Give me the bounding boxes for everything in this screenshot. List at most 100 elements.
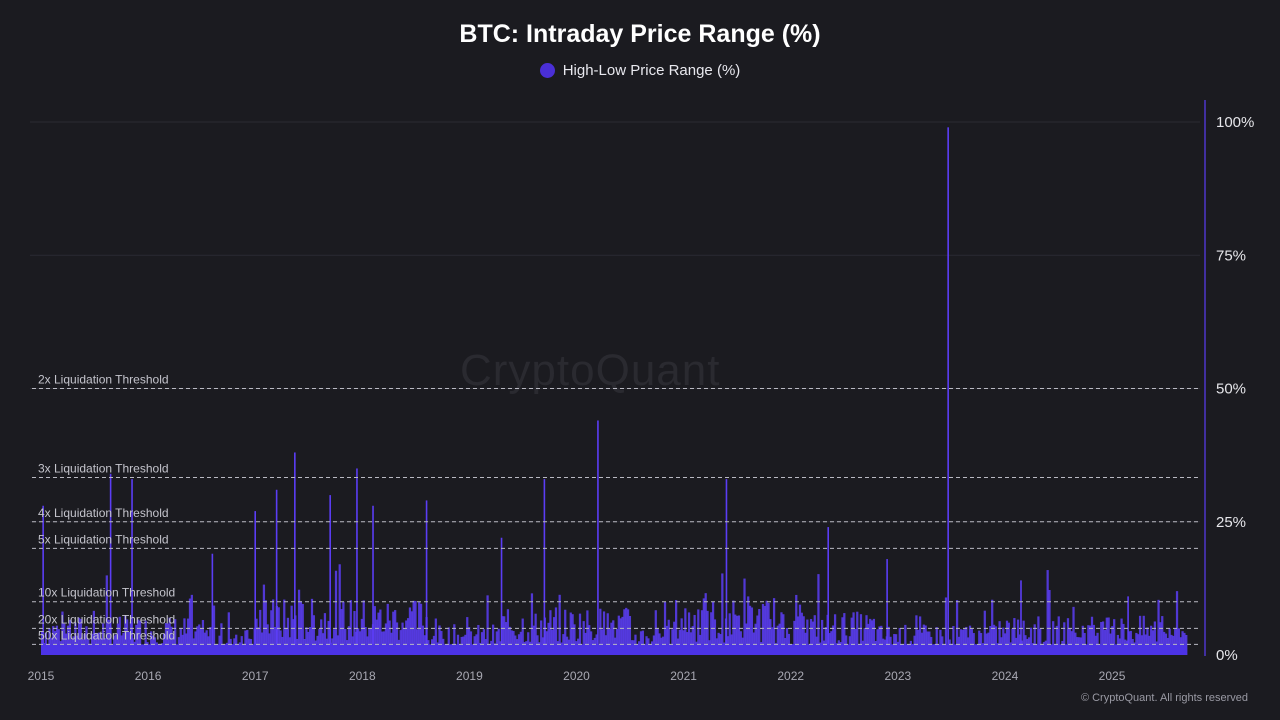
data-bar — [1002, 627, 1005, 655]
data-bar — [785, 628, 789, 655]
data-bar — [767, 602, 770, 655]
data-bar — [852, 612, 855, 655]
peak-bar — [356, 468, 358, 655]
data-bar — [687, 612, 691, 655]
data-bar — [438, 625, 441, 655]
data-bar — [187, 618, 190, 655]
data-bar — [547, 622, 550, 655]
data-bar — [116, 623, 120, 655]
data-bar — [682, 630, 685, 655]
data-bar — [1157, 599, 1160, 655]
data-bar — [758, 609, 761, 655]
data-bar — [706, 610, 709, 655]
data-bar — [968, 625, 972, 655]
data-bar — [928, 631, 931, 655]
data-bar — [623, 609, 626, 655]
x-tick-label: 2016 — [135, 669, 162, 683]
data-bar — [608, 628, 611, 655]
data-bar — [410, 611, 413, 655]
data-bar — [1153, 621, 1156, 655]
data-bar — [129, 621, 132, 655]
data-bar — [1181, 631, 1184, 655]
data-bar — [987, 632, 990, 655]
data-bar — [926, 631, 929, 655]
data-bar — [74, 622, 77, 655]
data-bar — [806, 619, 809, 655]
data-bar — [750, 607, 754, 655]
data-bar — [970, 628, 973, 655]
data-bar — [922, 624, 925, 655]
data-bar — [939, 629, 942, 655]
data-bar — [737, 615, 741, 655]
data-bar — [1055, 625, 1059, 655]
data-bar — [174, 619, 177, 655]
data-bar — [1151, 630, 1155, 655]
x-tick-label: 2018 — [349, 669, 376, 683]
data-bar — [628, 615, 632, 655]
data-bar — [162, 633, 166, 655]
peak-bar — [425, 500, 428, 655]
data-bar — [917, 629, 920, 655]
data-bar — [998, 621, 1001, 655]
data-bar — [961, 629, 964, 655]
data-bar — [370, 628, 373, 655]
data-bar — [381, 631, 384, 655]
data-bar — [880, 625, 883, 655]
x-tick-label: 2015 — [28, 669, 55, 683]
data-bar — [1142, 615, 1145, 655]
data-bar — [1072, 606, 1075, 655]
data-bar — [854, 628, 857, 655]
data-bar — [1159, 622, 1162, 655]
data-bar — [796, 616, 800, 655]
data-bar — [179, 627, 182, 655]
data-bar — [817, 574, 820, 655]
data-bar — [761, 603, 765, 655]
data-bar — [765, 600, 768, 655]
data-bar — [373, 606, 376, 655]
peak-bar — [211, 553, 214, 655]
data-bar — [534, 613, 537, 655]
data-bar — [898, 627, 901, 655]
data-bar — [802, 616, 805, 655]
y-tick-label: 25% — [1216, 514, 1246, 531]
data-bar — [408, 607, 412, 655]
data-bar — [869, 618, 872, 655]
data-bar — [1174, 628, 1177, 655]
data-bar — [347, 626, 351, 655]
data-bar — [667, 619, 670, 655]
data-bar — [262, 584, 266, 655]
baseline-band — [41, 644, 1187, 655]
data-bar — [492, 624, 495, 655]
data-bar — [918, 616, 922, 655]
data-bar — [364, 626, 367, 655]
data-bar — [813, 615, 816, 655]
data-bar — [1127, 631, 1131, 655]
data-bar — [639, 631, 643, 655]
data-bar — [863, 627, 866, 655]
data-bar — [447, 627, 450, 655]
data-bar — [338, 564, 341, 655]
data-bar — [540, 620, 543, 655]
data-bar — [700, 610, 704, 655]
data-bar — [1129, 630, 1132, 655]
data-bar — [268, 633, 271, 655]
data-bar — [795, 594, 798, 655]
data-bar — [205, 630, 208, 655]
data-bar — [1063, 622, 1066, 655]
legend[interactable]: High-Low Price Range (%) — [0, 62, 1280, 79]
data-bar — [360, 618, 364, 655]
data-bar — [401, 622, 404, 655]
data-bar — [754, 623, 757, 655]
data-bar — [135, 624, 138, 655]
data-bar — [621, 616, 624, 655]
data-bar — [503, 616, 506, 655]
data-bar — [626, 609, 630, 655]
data-bar — [601, 629, 604, 655]
data-bar — [1103, 630, 1107, 655]
data-bar — [212, 605, 216, 655]
copyright: © CryptoQuant. All rights reserved — [1080, 692, 1248, 704]
data-bar — [551, 629, 554, 655]
chart-title: BTC: Intraday Price Range (%) — [459, 20, 821, 48]
data-bar — [674, 600, 678, 655]
data-bar — [482, 629, 486, 655]
